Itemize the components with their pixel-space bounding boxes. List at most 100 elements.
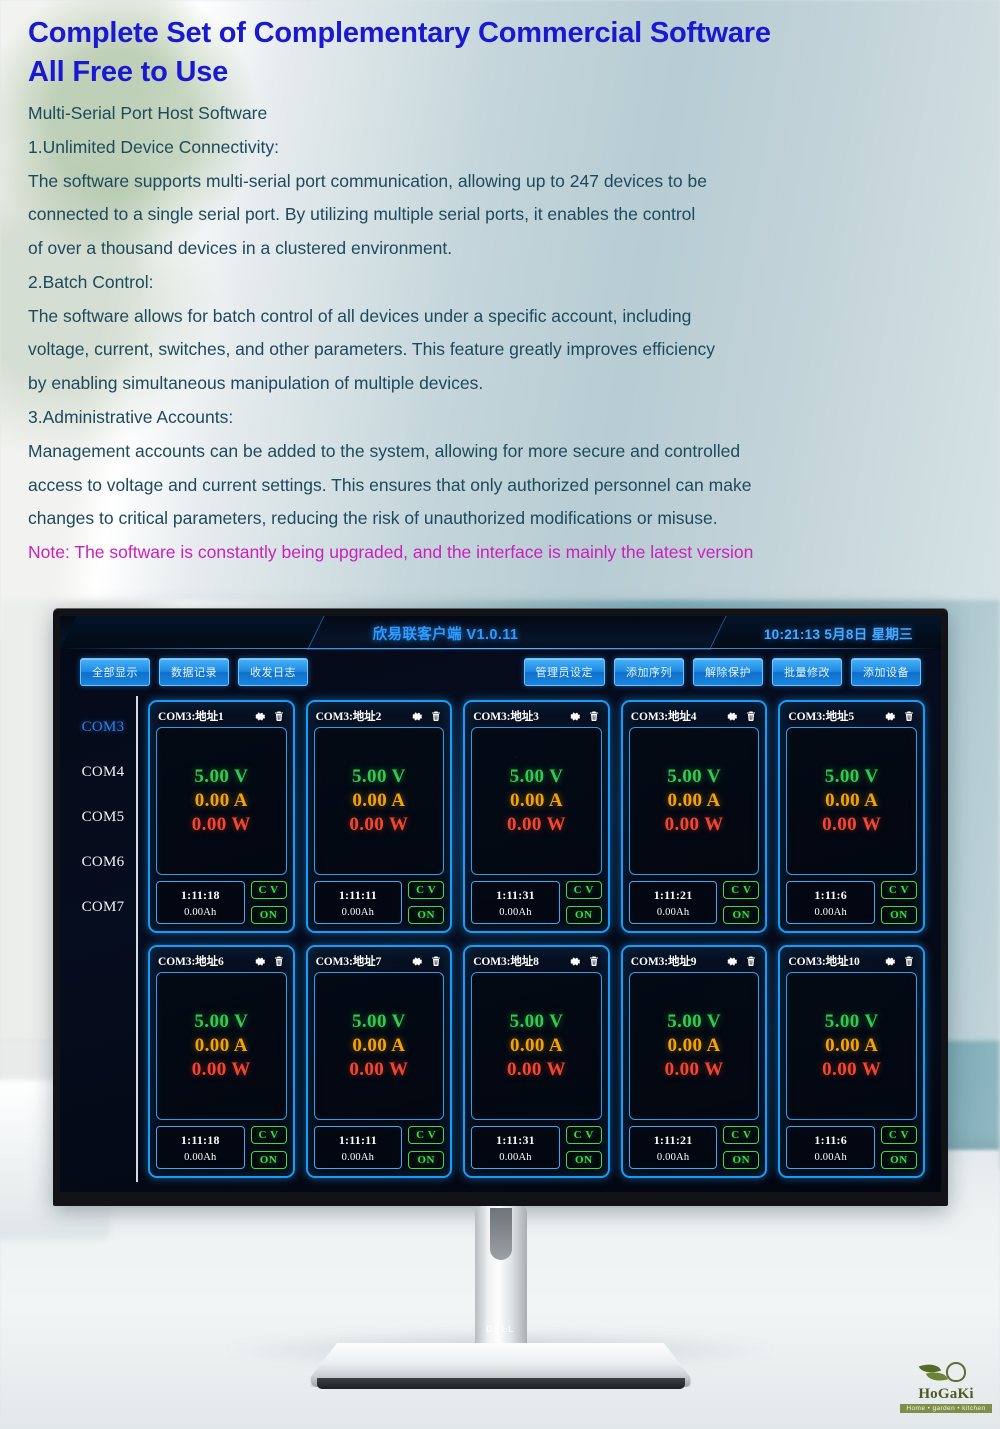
gear-icon[interactable] — [569, 955, 581, 967]
device-card[interactable]: COM3:地址4 5.00 V 0.00 A 0.00 W 1:11:21 0.00Ah C… — [620, 700, 768, 933]
trash-icon[interactable] — [588, 710, 600, 722]
output-toggle[interactable]: ON — [723, 1151, 760, 1169]
trash-icon[interactable] — [903, 710, 915, 722]
elapsed-time: 1:11:21 — [653, 1132, 693, 1147]
device-card[interactable]: COM3:地址8 5.00 V 0.00 A 0.00 W 1:11:31 0.00Ah C… — [463, 945, 610, 1178]
gear-icon[interactable] — [726, 955, 738, 967]
mode-badge[interactable]: C V — [408, 881, 445, 899]
mode-badge[interactable]: C V — [250, 1126, 287, 1144]
mode-badge[interactable]: C V — [881, 1126, 917, 1144]
sidebar-item-com4[interactable]: COM4 — [81, 764, 125, 780]
device-card[interactable]: COM3:地址2 5.00 V 0.00 A 0.00 W 1:11:11 0.00Ah C… — [305, 700, 453, 933]
sidebar-item-com6[interactable]: COM6 — [81, 854, 125, 870]
gear-icon[interactable] — [884, 955, 896, 967]
device-card[interactable]: COM3:地址10 5.00 V 0.00 A 0.00 W 1:11:6 0.00Ah C… — [778, 945, 925, 1178]
trash-icon[interactable] — [273, 955, 285, 967]
mode-badge[interactable]: C V — [723, 1126, 760, 1144]
gear-icon[interactable] — [411, 955, 423, 967]
house-icon — [946, 1362, 966, 1382]
device-badges: C V ON — [408, 1126, 445, 1169]
device-footer: 1:11:21 0.00Ah C V ON — [628, 1126, 760, 1169]
sidebar-item-com5[interactable]: COM5 — [81, 809, 125, 825]
mode-badge[interactable]: C V — [723, 881, 760, 899]
device-badges: C V ON — [881, 1126, 917, 1169]
gear-icon[interactable] — [884, 710, 896, 722]
device-title: COM3:地址10 — [788, 956, 860, 968]
app-window: 欣易联客户端 V1.0.11 10:21:13 5月8日 星期三 全部显示 数据… — [60, 616, 941, 1192]
trash-icon[interactable] — [903, 955, 915, 967]
output-toggle[interactable]: ON — [565, 906, 602, 924]
current-value: 0.00 A — [352, 1034, 406, 1056]
add-device-button[interactable]: 添加设备 — [851, 658, 921, 686]
device-readout: 5.00 V 0.00 A 0.00 W — [786, 972, 917, 1120]
sidebar-item-com7[interactable]: COM7 — [81, 899, 125, 915]
gear-icon[interactable] — [254, 710, 266, 722]
page-title: Complete Set of Complementary Commercial… — [28, 14, 1000, 91]
device-badges: C V ON — [250, 1126, 287, 1169]
output-toggle[interactable]: ON — [881, 906, 917, 924]
release-protection-button[interactable]: 解除保护 — [693, 658, 763, 686]
gear-icon[interactable] — [726, 710, 738, 722]
device-card[interactable]: COM3:地址9 5.00 V 0.00 A 0.00 W 1:11:21 0.00Ah C… — [620, 945, 768, 1178]
add-sequence-button[interactable]: 添加序列 — [614, 658, 684, 686]
mode-badge[interactable]: C V — [881, 881, 917, 899]
device-card-actions — [411, 710, 442, 722]
device-readout: 5.00 V 0.00 A 0.00 W — [786, 727, 917, 875]
device-stats: 1:11:21 0.00Ah — [628, 881, 718, 924]
output-toggle[interactable]: ON — [250, 906, 287, 924]
app-toolbar: 全部显示 数据记录 收发日志 管理员设定 添加序列 解除保护 批量修改 添加设备 — [60, 650, 941, 694]
output-toggle[interactable]: ON — [881, 1151, 917, 1169]
device-card[interactable]: COM3:地址7 5.00 V 0.00 A 0.00 W 1:11:11 0.00Ah C… — [305, 945, 453, 1178]
device-footer: 1:11:11 0.00Ah C V ON — [313, 1126, 445, 1169]
current-value: 0.00 A — [825, 789, 879, 811]
trash-icon[interactable] — [588, 955, 600, 967]
body-line: 2.Batch Control: — [28, 271, 154, 292]
current-value: 0.00 A — [194, 789, 248, 811]
leaf-house-icon — [900, 1359, 992, 1385]
gear-icon[interactable] — [254, 955, 266, 967]
device-card[interactable]: COM3:地址1 5.00 V 0.00 A 0.00 W 1:11:18 0.00Ah C… — [148, 700, 295, 933]
mode-badge[interactable]: C V — [565, 881, 602, 899]
device-card[interactable]: COM3:地址5 5.00 V 0.00 A 0.00 W 1:11:6 0.00Ah C … — [778, 700, 925, 933]
note-text: Note: The software is constantly being u… — [28, 542, 754, 563]
mode-badge[interactable]: C V — [408, 1126, 445, 1144]
data-record-button[interactable]: 数据记录 — [159, 658, 229, 686]
power-value: 0.00 W — [664, 814, 724, 836]
body-line: 3.Administrative Accounts: — [28, 407, 234, 428]
power-value: 0.00 W — [664, 1059, 724, 1081]
output-toggle[interactable]: ON — [408, 1151, 445, 1169]
show-all-button[interactable]: 全部显示 — [80, 658, 150, 686]
elapsed-time: 1:11:18 — [180, 1132, 220, 1147]
device-card-header: COM3:地址5 — [786, 707, 917, 727]
admin-settings-button[interactable]: 管理员设定 — [523, 658, 605, 686]
batch-modify-button[interactable]: 批量修改 — [772, 658, 842, 686]
output-toggle[interactable]: ON — [723, 906, 760, 924]
trash-icon[interactable] — [745, 710, 757, 722]
device-card[interactable]: COM3:地址3 5.00 V 0.00 A 0.00 W 1:11:31 0.00Ah C… — [463, 700, 610, 933]
elapsed-time: 1:11:11 — [338, 887, 377, 902]
mode-badge[interactable]: C V — [250, 881, 287, 899]
body-line: Management accounts can be added to the … — [28, 440, 741, 461]
sidebar-item-com3[interactable]: COM3 — [81, 719, 125, 735]
mode-badge[interactable]: C V — [565, 1126, 602, 1144]
output-toggle[interactable]: ON — [565, 1151, 602, 1169]
elapsed-time: 1:11:31 — [496, 1132, 535, 1147]
tx-rx-log-button[interactable]: 收发日志 — [238, 658, 308, 686]
device-card-actions — [254, 710, 285, 722]
trash-icon[interactable] — [430, 710, 442, 722]
gear-icon[interactable] — [569, 710, 581, 722]
device-card[interactable]: COM3:地址6 5.00 V 0.00 A 0.00 W 1:11:18 0.00Ah C… — [148, 945, 295, 1178]
device-readout: 5.00 V 0.00 A 0.00 W — [628, 727, 760, 875]
output-toggle[interactable]: ON — [250, 1151, 287, 1169]
voltage-value: 5.00 V — [667, 1010, 721, 1032]
trash-icon[interactable] — [430, 955, 442, 967]
output-toggle[interactable]: ON — [408, 906, 445, 924]
body-line: of over a thousand devices in a clustere… — [28, 238, 453, 259]
device-badges: C V ON — [565, 881, 602, 924]
gear-icon[interactable] — [411, 710, 423, 722]
trash-icon[interactable] — [273, 710, 285, 722]
elapsed-time: 1:11:6 — [814, 887, 847, 902]
device-readout: 5.00 V 0.00 A 0.00 W — [313, 727, 445, 875]
trash-icon[interactable] — [745, 955, 757, 967]
voltage-value: 5.00 V — [194, 765, 249, 787]
